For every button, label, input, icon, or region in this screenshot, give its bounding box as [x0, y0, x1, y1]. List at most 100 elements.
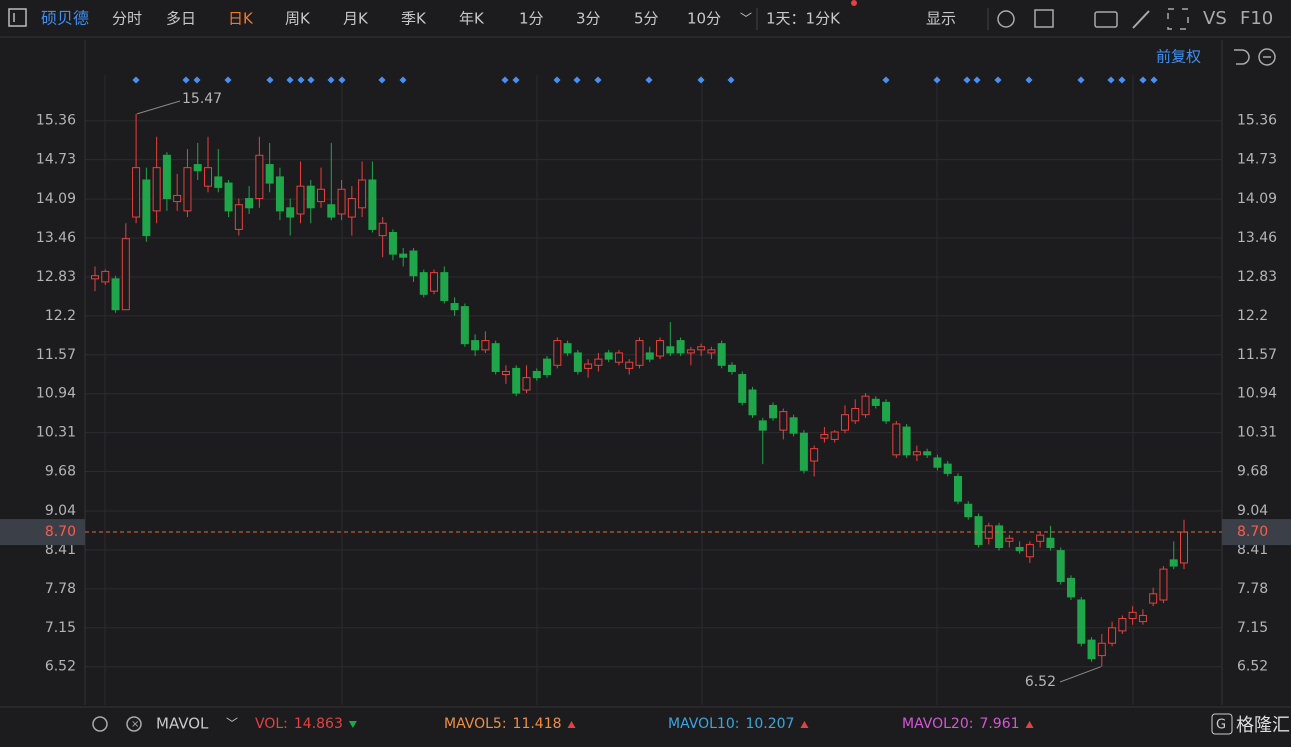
y-tick-label-left: 7.78 [45, 581, 76, 597]
event-marker[interactable] [132, 76, 140, 84]
settings-icon[interactable] [997, 10, 1015, 28]
event-marker[interactable] [727, 76, 735, 84]
f10-button[interactable]: F10 [1240, 8, 1273, 29]
candle-body [1087, 639, 1096, 660]
candle-body [358, 179, 367, 209]
vol-close-icon[interactable] [126, 716, 142, 732]
event-marker[interactable] [266, 76, 274, 84]
fullscreen-icon[interactable] [1167, 8, 1189, 30]
vol-value: 11.418 [513, 716, 562, 732]
candle-body [902, 426, 911, 456]
candle-body [1097, 642, 1106, 657]
candle-body [563, 343, 572, 354]
candle-body [121, 238, 130, 311]
vs-button[interactable]: VS [1203, 8, 1227, 29]
overlay: 8.70 8.70 15.47 6.52 [0, 91, 1291, 690]
event-marker[interactable] [882, 76, 890, 84]
tab[interactable]: 季K [401, 10, 427, 28]
candle-body [481, 340, 490, 351]
y-tick-label-left: 13.46 [36, 230, 76, 246]
event-marker[interactable] [573, 76, 581, 84]
event-marker[interactable] [307, 76, 315, 84]
event-marker[interactable] [297, 76, 305, 84]
event-marker[interactable] [224, 76, 232, 84]
tab[interactable]: 周K [285, 10, 311, 28]
camera-icon[interactable] [1094, 11, 1118, 28]
zoom-out-icon[interactable] [1258, 48, 1276, 66]
candle-body [317, 188, 326, 203]
candle-body [1149, 593, 1158, 604]
tab[interactable]: 10分 [687, 10, 721, 28]
tab[interactable]: 5分 [634, 10, 659, 28]
candle-body [409, 250, 418, 277]
pen-icon[interactable] [1132, 10, 1150, 29]
indicator-name[interactable]: MAVOL [156, 715, 209, 733]
tab[interactable]: 年K [459, 10, 485, 28]
candle-body [840, 414, 849, 431]
candle-body [625, 361, 634, 369]
logo-g: G [1216, 718, 1226, 733]
candle-body [430, 272, 439, 292]
candle-body [656, 340, 665, 357]
event-marker[interactable] [338, 76, 346, 84]
candle-body [799, 432, 808, 471]
event-marker[interactable] [182, 76, 190, 84]
event-marker[interactable] [933, 76, 941, 84]
candle-body [1118, 618, 1127, 632]
tab[interactable]: 1分 [519, 10, 544, 28]
display-menu[interactable]: 显示 [926, 10, 956, 28]
tab[interactable]: 多日 [166, 10, 196, 28]
vol-settings-icon[interactable] [92, 716, 108, 732]
tab[interactable]: 月K [343, 10, 369, 28]
reset-icon[interactable] [1234, 49, 1250, 65]
adjust-mode[interactable]: 前复权 [1156, 48, 1201, 66]
event-marker[interactable] [378, 76, 386, 84]
tab-dropdown[interactable]: ﹀ [740, 12, 752, 26]
tab[interactable]: 3分 [576, 10, 601, 28]
candle-body [399, 253, 408, 258]
candle-body [173, 194, 182, 203]
vol-trend [348, 721, 357, 728]
candle-body [861, 395, 870, 416]
event-marker[interactable] [645, 76, 653, 84]
event-marker[interactable] [512, 76, 520, 84]
interval[interactable]: 1天：1分K [766, 10, 841, 28]
tabs: 分时 多日 日K 周K 月K 季K 年K 1分 3分 5分 10分 [112, 10, 721, 28]
event-marker[interactable] [594, 76, 602, 84]
vol-name: MAVOL10: [668, 716, 739, 732]
last-price-label-left: 8.70 [45, 524, 76, 540]
stock-name[interactable]: 硕贝德 [41, 9, 89, 28]
tab[interactable]: 日K [228, 10, 254, 28]
candle-body [1077, 599, 1086, 644]
y-tick-label-right: 7.78 [1237, 581, 1268, 597]
event-marker[interactable] [286, 76, 294, 84]
candle-body [440, 272, 449, 301]
event-marker[interactable] [973, 76, 981, 84]
y-tick-label-left: 14.73 [36, 152, 76, 168]
event-marker[interactable] [327, 76, 335, 84]
vol-name: MAVOL5: [444, 716, 507, 732]
y-tick-label-left: 12.83 [36, 269, 76, 285]
tab[interactable]: 分时 [112, 10, 142, 28]
event-marker[interactable] [553, 76, 561, 84]
y-tick-label-left: 6.52 [45, 659, 76, 675]
event-marker[interactable] [963, 76, 971, 84]
candle-body [491, 343, 500, 372]
candle-body [306, 185, 315, 209]
menu-icon[interactable] [8, 8, 27, 27]
candle-body [419, 272, 428, 295]
event-marker[interactable] [697, 76, 705, 84]
vol-trend [1025, 721, 1034, 728]
y-tick-label-right: 9.68 [1237, 464, 1268, 480]
event-marker[interactable] [193, 76, 201, 84]
event-marker[interactable] [994, 76, 1002, 84]
event-marker[interactable] [399, 76, 407, 84]
indicator-dropdown[interactable]: ﹀ [226, 717, 238, 731]
event-marker[interactable] [501, 76, 509, 84]
candle-body [912, 451, 921, 456]
layout-icon[interactable] [1034, 9, 1054, 28]
candle-body [204, 167, 213, 187]
candle-body [1108, 627, 1117, 644]
candle-body [337, 188, 346, 215]
